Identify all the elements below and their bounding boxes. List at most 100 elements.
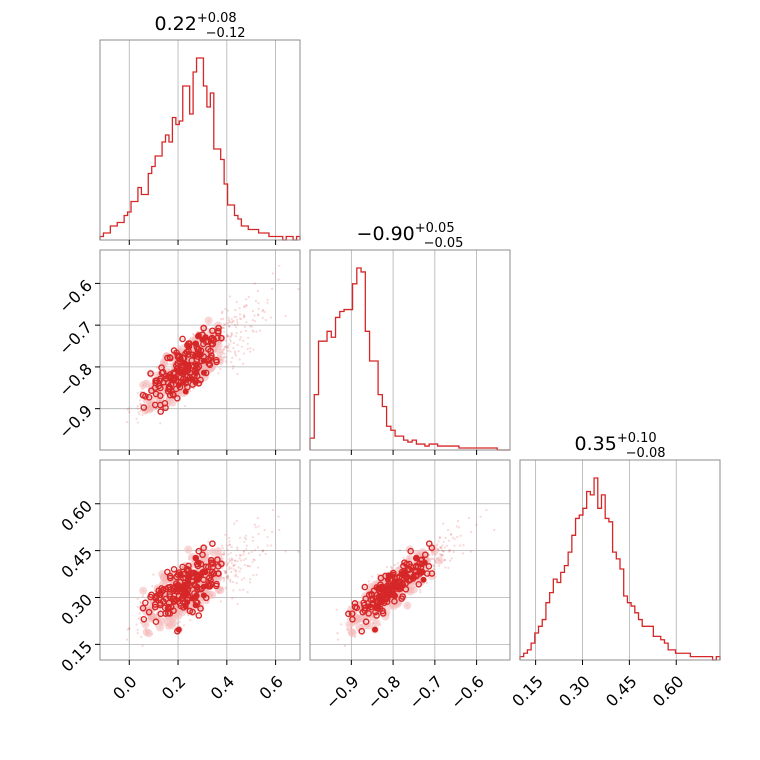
scatter-0-1-point-854 <box>226 309 229 312</box>
scatter-0-1-point-402 <box>223 352 226 355</box>
scatter-0-1-point-399 <box>219 318 223 321</box>
scatter-0-1-core-693 <box>195 332 202 339</box>
scatter-1-2-point-709 <box>346 617 349 620</box>
scatter-0-2-point-105 <box>141 644 144 647</box>
scatter-1-2-core-462 <box>385 572 392 579</box>
scatter-0-2-core-715 <box>183 591 190 598</box>
scatter-1-2-density-624 <box>348 629 357 638</box>
scatter-0-1-point-152 <box>242 352 246 355</box>
scatter-0-1-contour-675 <box>209 337 217 344</box>
scatter-0-2-core-319 <box>192 570 199 577</box>
scatter-0-1-density-138 <box>215 348 224 357</box>
scatter-0-2-core-495 <box>197 572 204 579</box>
scatter-0-1-point-311 <box>261 309 264 313</box>
scatter-0-1-point-824 <box>266 298 269 301</box>
scatter-0-2-point-849 <box>243 563 247 567</box>
scatter-0-2-xticklabel-1: 0.2 <box>158 672 189 703</box>
scatter-0-2-contour-535 <box>140 615 148 623</box>
scatter-0-1-density-657 <box>204 316 213 325</box>
scatter-0-1-point-615 <box>228 343 231 346</box>
scatter-0-2-point-307 <box>159 608 162 611</box>
scatter-0-2-point-270 <box>223 552 226 556</box>
scatter-0-1-point-270 <box>223 330 226 333</box>
frames-layer <box>99 39 721 661</box>
scatter-0-2-point-662 <box>239 567 242 570</box>
scatter-1-2-point-629 <box>443 546 446 549</box>
scatter-1-2-point-824 <box>459 544 462 547</box>
scatter-1-2-point-113 <box>393 563 396 567</box>
scatter-0-2-point-554 <box>139 616 142 619</box>
scatter-1-2-point-315 <box>336 638 340 641</box>
scatter-0-2-contour-515 <box>195 612 203 619</box>
scatter-0-2-point-829 <box>233 559 236 562</box>
scatter-0-2-yticklabel-3: 0.60 <box>57 496 96 535</box>
scatter-0-2-point-480 <box>227 561 230 564</box>
scatter-0-1-point-825 <box>232 341 235 345</box>
scatter-0-1-point-68 <box>139 409 142 412</box>
scatter-1-2-core-264 <box>372 626 379 633</box>
hist-param-1-histogram <box>309 267 510 451</box>
scatter-0-2-point-131 <box>219 600 223 603</box>
scatter-0-2-point-419 <box>246 591 249 594</box>
scatter-0-2-point-860 <box>246 564 249 567</box>
scatter-0-1-contour-505 <box>151 401 159 409</box>
scatter-0-2-contour-365 <box>166 590 174 598</box>
scatter-0-2-point-568 <box>242 553 245 556</box>
scatter-0-1-contour-680 <box>166 391 174 399</box>
scatter-0-1-point-526 <box>128 411 131 414</box>
scatter-1-2-core-495 <box>402 572 409 579</box>
scatter-0-2-contour-625 <box>156 601 164 609</box>
hist-param-1-frame <box>309 249 511 451</box>
scatter-0-2-contour-675 <box>209 560 217 567</box>
scatter-0-2-point-870 <box>249 578 252 581</box>
scatter-0-1-point-555 <box>238 313 242 316</box>
scatter-1-2-core-671 <box>365 603 372 610</box>
scatter-0-1-point-285 <box>219 367 222 371</box>
scatter-1-2-core-682 <box>377 595 384 602</box>
scatter-1-2-contour-685 <box>379 610 387 617</box>
scatter-0-1-point-844 <box>236 323 239 326</box>
scatter-0-2-point-623 <box>251 536 254 539</box>
scatter-0-1-point-519 <box>224 307 227 311</box>
scatter-1-2-core-473 <box>396 583 403 590</box>
scatter-0-2-point-822 <box>242 588 245 591</box>
scatter-0-2-point-78 <box>225 564 229 567</box>
scatter-0-1-point-315 <box>125 420 129 424</box>
scatter-0-1-core-473 <box>200 357 207 364</box>
scatter-0-2-point-624 <box>236 546 239 549</box>
scatter-0-2-xticklabel-2: 0.4 <box>207 672 238 703</box>
scatter-0-2-point-650 <box>221 547 224 550</box>
scatter-0-2-point-227 <box>222 576 225 579</box>
scatter-1-2-point-147 <box>457 526 461 529</box>
scatter-0-2-contour-105 <box>200 544 207 552</box>
scatter-0-1-point-709 <box>137 411 140 414</box>
scatter-0-1-core-187 <box>193 369 200 376</box>
scatter-0-1-core-495 <box>197 351 204 358</box>
scatter-1-2-point-871 <box>467 517 471 520</box>
scatter-1-2-point-360 <box>459 534 462 537</box>
scatter-1-2-point-393 <box>439 546 443 549</box>
scatter-1-2-contour-400 <box>400 562 407 570</box>
scatter-1-2-point-239 <box>456 535 459 539</box>
scatter-0-2-point-393 <box>230 546 233 549</box>
scatter-0-2-point-807 <box>182 624 186 627</box>
scatter-0-1-point-231 <box>245 304 248 307</box>
scatter-0-2-contour-200 <box>205 563 212 571</box>
scatter-0-2-point-197 <box>247 564 250 568</box>
scatter-0-1-point-871 <box>256 289 259 293</box>
scatter-0-1-point-635 <box>236 372 239 376</box>
scatter-0-2-contour-155 <box>209 540 216 547</box>
scatter-0-1-point-733 <box>240 345 244 348</box>
scatter-1-2-point-623 <box>438 536 442 539</box>
scatter-0-1-point-271 <box>233 350 237 353</box>
scatter-0-2-point-17 <box>228 540 231 543</box>
scatter-0-1-point-237 <box>229 338 232 341</box>
scatter-0-1-point-568 <box>242 339 245 342</box>
scatter-0-2-point-184 <box>253 558 256 562</box>
scatter-0-2-point-762 <box>264 552 267 556</box>
scatter-0-2-contour-720 <box>166 574 174 582</box>
scatter-0-2-point-127 <box>297 550 300 553</box>
scatter-0-1-point-685 <box>155 407 158 411</box>
scatter-0-1-contour-745 <box>162 372 170 380</box>
